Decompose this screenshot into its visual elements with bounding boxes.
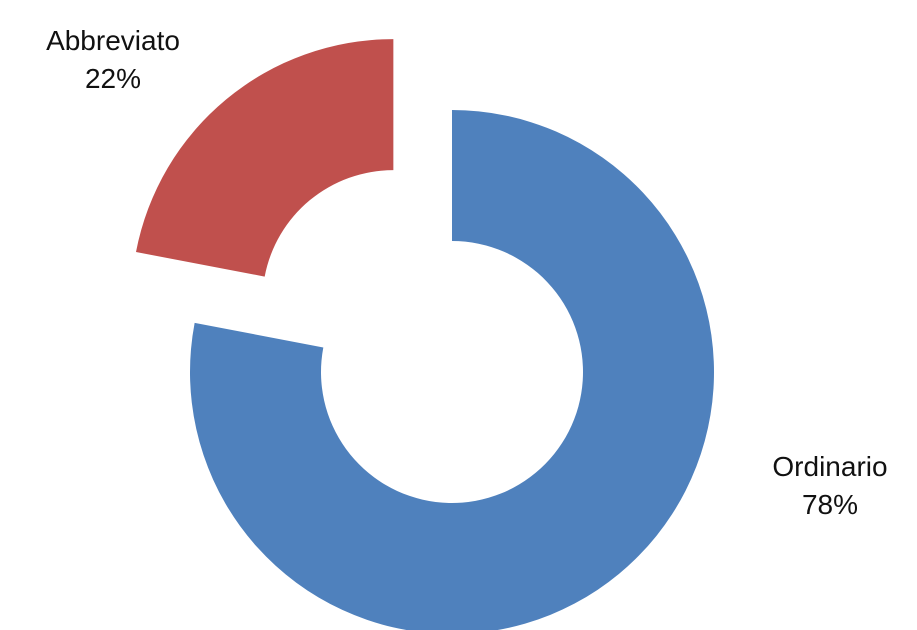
chart-labels: Ordinario 78% Abbreviato 22% (46, 25, 888, 520)
slice-label-name-abbreviato: Abbreviato (46, 25, 180, 56)
chart-slices (135, 39, 714, 630)
slice-abbreviato (135, 39, 394, 277)
slice-label-name-ordinario: Ordinario (772, 451, 887, 482)
slice-label-percent-ordinario: 78% (802, 489, 858, 520)
slice-label-percent-abbreviato: 22% (85, 63, 141, 94)
slice-ordinario (190, 110, 714, 630)
